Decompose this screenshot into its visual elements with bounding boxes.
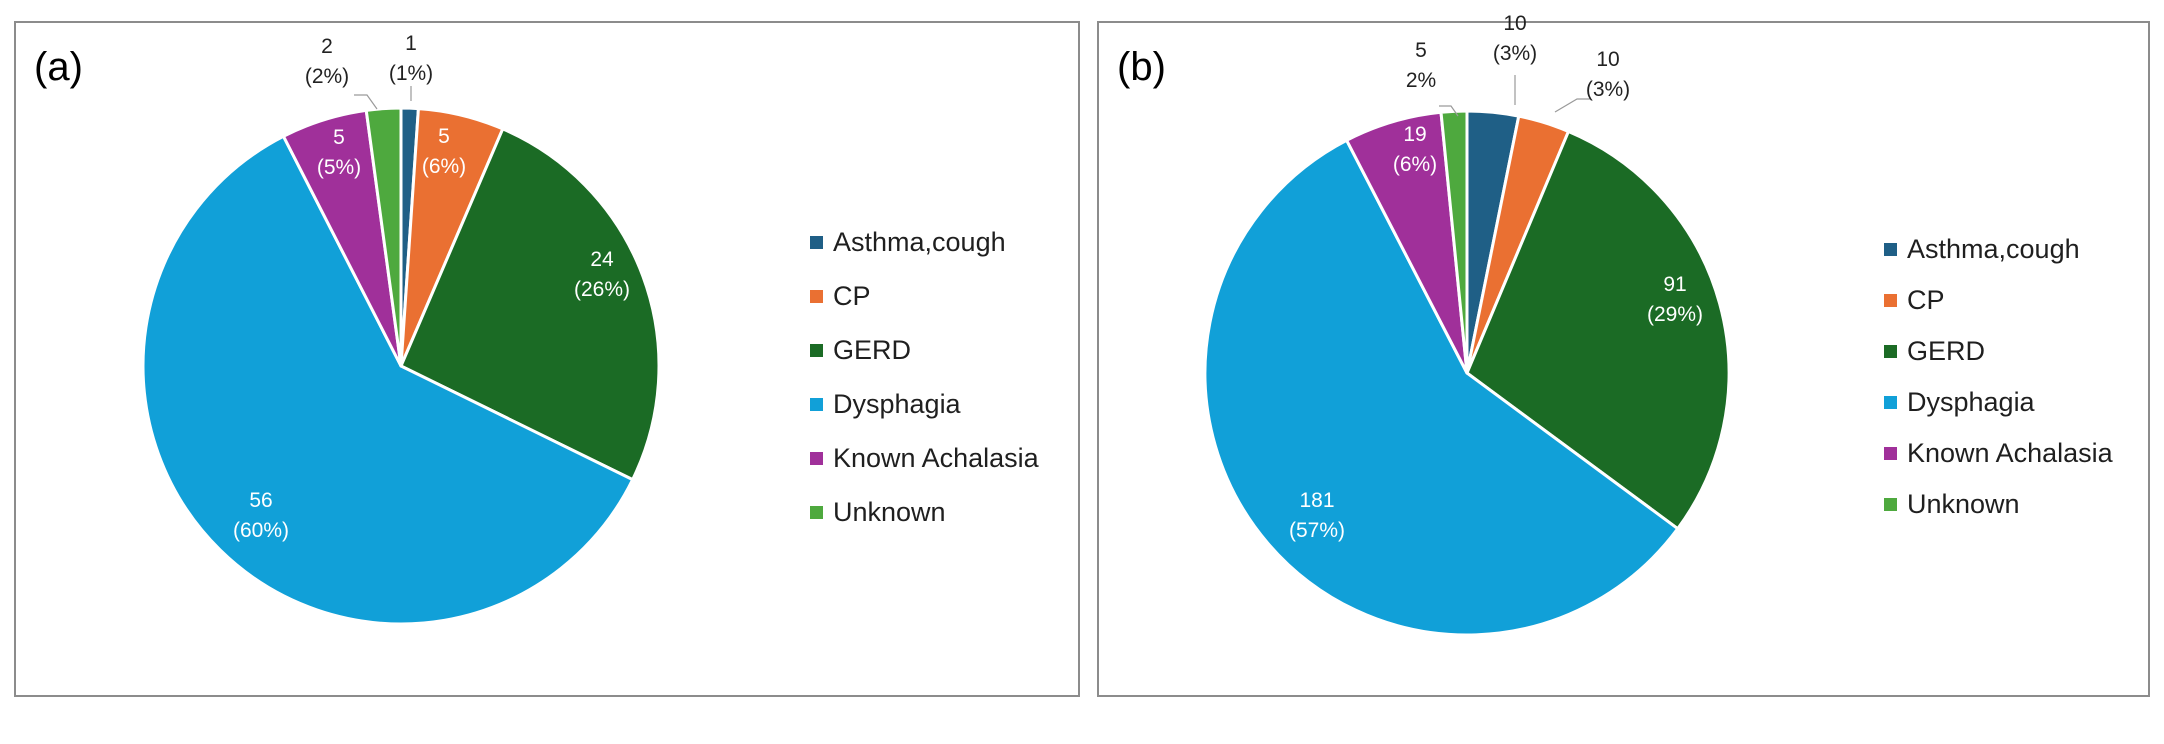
legend-swatch xyxy=(810,235,823,249)
data-label-value: 10 xyxy=(1503,12,1526,35)
legend-label: Known Achalasia xyxy=(1907,438,2113,468)
legend-label: Unknown xyxy=(833,496,946,527)
data-label-value: 91 xyxy=(1663,273,1686,296)
leader-line-unknown xyxy=(1439,105,1459,117)
legend-label: Asthma,cough xyxy=(1907,234,2080,264)
legend-swatch xyxy=(810,343,823,357)
legend-item-known-achalasia: Known Achalasia xyxy=(1884,428,2113,479)
leader-line-unknown xyxy=(354,94,378,110)
legend-item-gerd: GERD xyxy=(810,323,1039,377)
data-label-value: 5 xyxy=(438,125,450,148)
data-label-percent: (60%) xyxy=(233,519,289,542)
legend-label: Unknown xyxy=(1907,489,2020,519)
pie-slice-dysphagia xyxy=(141,134,635,626)
legend-label: GERD xyxy=(833,334,912,365)
legend-label: Asthma,cough xyxy=(833,226,1006,257)
chart-panel-a: 1 (1%) 5 (6%) 24 (26%) 56 (60%) 5 (5%) 2 (2%) (a) A… xyxy=(14,21,1080,697)
legend-swatch xyxy=(1884,396,1897,409)
data-labels: 1 (1%) 5 (6%) 24 (26%) 56 (60%) 5 (5%) 2 (2%) xyxy=(233,32,630,542)
pie-slice-unknown xyxy=(364,106,403,368)
legend-label: GERD xyxy=(1907,336,1986,366)
data-label-value: 10 xyxy=(1596,48,1619,71)
data-label-percent: 2% xyxy=(1406,69,1436,92)
panel-label-a: (a) xyxy=(34,45,83,89)
data-label-percent: (3%) xyxy=(1493,42,1537,65)
legend-a: Asthma,cough CP GERD Dysphagia Known Ach… xyxy=(810,215,1039,539)
data-label-percent: (3%) xyxy=(1586,78,1630,101)
legend-label: CP xyxy=(1907,285,1945,315)
data-label-gerd: 91 (29%) xyxy=(1647,273,1703,326)
pie-slices xyxy=(1203,109,1731,637)
data-label-value: 5 xyxy=(1415,39,1427,62)
data-label-percent: (6%) xyxy=(422,155,466,178)
data-label-value: 181 xyxy=(1299,489,1334,512)
chart-panel-b: 10 (3%) 10 (3%) 91 (29%) 181 (57%) 19 (6%) 5 2% (b)… xyxy=(1097,12,2150,697)
legend-item-cp: CP xyxy=(810,269,1039,323)
data-label-value: 5 xyxy=(333,126,345,149)
legend-item-unknown: Unknown xyxy=(810,485,1039,539)
legend-swatch xyxy=(810,505,823,519)
legend-item-asthma-cough: Asthma,cough xyxy=(1884,224,2113,275)
data-label-percent: (26%) xyxy=(574,278,630,301)
pie-slice-dysphagia xyxy=(1203,138,1680,637)
data-label-value: 1 xyxy=(405,32,417,55)
pie-chart-b: 10 (3%) 10 (3%)91 (29%)181 (57%)19 (6%)5 2% xyxy=(1203,12,1731,637)
legend-swatch xyxy=(1884,345,1897,358)
legend-label: Dysphagia xyxy=(833,388,961,419)
legend-swatch xyxy=(1884,447,1897,460)
data-label-percent: (6%) xyxy=(1393,153,1437,176)
data-label-dysphagia: 181 (57%) xyxy=(1289,489,1345,542)
legend-label: Dysphagia xyxy=(1907,387,2035,417)
legend-swatch xyxy=(810,397,823,411)
data-label-asthma-cough: 1 (1%) xyxy=(389,32,433,85)
legend-label: CP xyxy=(833,280,871,311)
legend-b: Asthma,cough CP GERD Dysphagia Known Ach… xyxy=(1884,224,2113,530)
data-label-cp: 5 (6%) xyxy=(422,125,466,178)
panel-label-b: (b) xyxy=(1117,45,1166,89)
data-label-cp: 10 (3%) xyxy=(1586,48,1630,101)
data-label-value: 2 xyxy=(321,35,333,58)
data-label-asthma-cough: 10 (3%) xyxy=(1493,12,1537,65)
data-label-known-achalasia: 19 (6%) xyxy=(1393,123,1437,176)
legend-swatch xyxy=(810,451,823,465)
data-labels: 10 (3%) 10 (3%)91 (29%)181 (57%)19 (6%)5 2% xyxy=(1289,12,1703,542)
legend-swatch xyxy=(1884,498,1897,511)
data-label-known-achalasia: 5 (5%) xyxy=(317,126,361,179)
data-label-percent: (2%) xyxy=(305,65,349,88)
pie-slice-gerd xyxy=(399,127,661,482)
legend-item-asthma-cough: Asthma,cough xyxy=(810,215,1039,269)
legend-item-dysphagia: Dysphagia xyxy=(810,377,1039,431)
pie-slice-gerd xyxy=(1465,129,1731,531)
data-label-value: 19 xyxy=(1403,123,1426,146)
legend-swatch xyxy=(1884,294,1897,307)
data-label-percent: (5%) xyxy=(317,156,361,179)
legend-swatch xyxy=(1884,243,1897,256)
data-label-value: 56 xyxy=(249,489,272,512)
legend-item-known-achalasia: Known Achalasia xyxy=(810,431,1039,485)
pie-chart-a: 1 (1%) 5 (6%) 24 (26%) 56 (60%) 5 (5%) 2 (2%) xyxy=(141,32,661,626)
data-label-percent: (57%) xyxy=(1289,519,1345,542)
leader-line-cp xyxy=(1554,98,1590,113)
data-label-unknown: 5 2% xyxy=(1406,39,1436,92)
legend-swatch xyxy=(810,289,823,303)
data-label-percent: (29%) xyxy=(1647,303,1703,326)
pie-slice-unknown xyxy=(1439,109,1469,375)
legend-item-unknown: Unknown xyxy=(1884,479,2113,530)
data-label-percent: (1%) xyxy=(389,62,433,85)
pie-slices xyxy=(141,106,661,626)
legend-label: Known Achalasia xyxy=(833,442,1039,473)
data-label-dysphagia: 56 (60%) xyxy=(233,489,289,542)
data-label-value: 24 xyxy=(590,248,614,271)
legend-item-cp: CP xyxy=(1884,275,2113,326)
data-label-gerd: 24 (26%) xyxy=(574,248,630,301)
legend-item-gerd: GERD xyxy=(1884,326,2113,377)
data-label-unknown: 2 (2%) xyxy=(305,35,349,88)
legend-item-dysphagia: Dysphagia xyxy=(1884,377,2113,428)
